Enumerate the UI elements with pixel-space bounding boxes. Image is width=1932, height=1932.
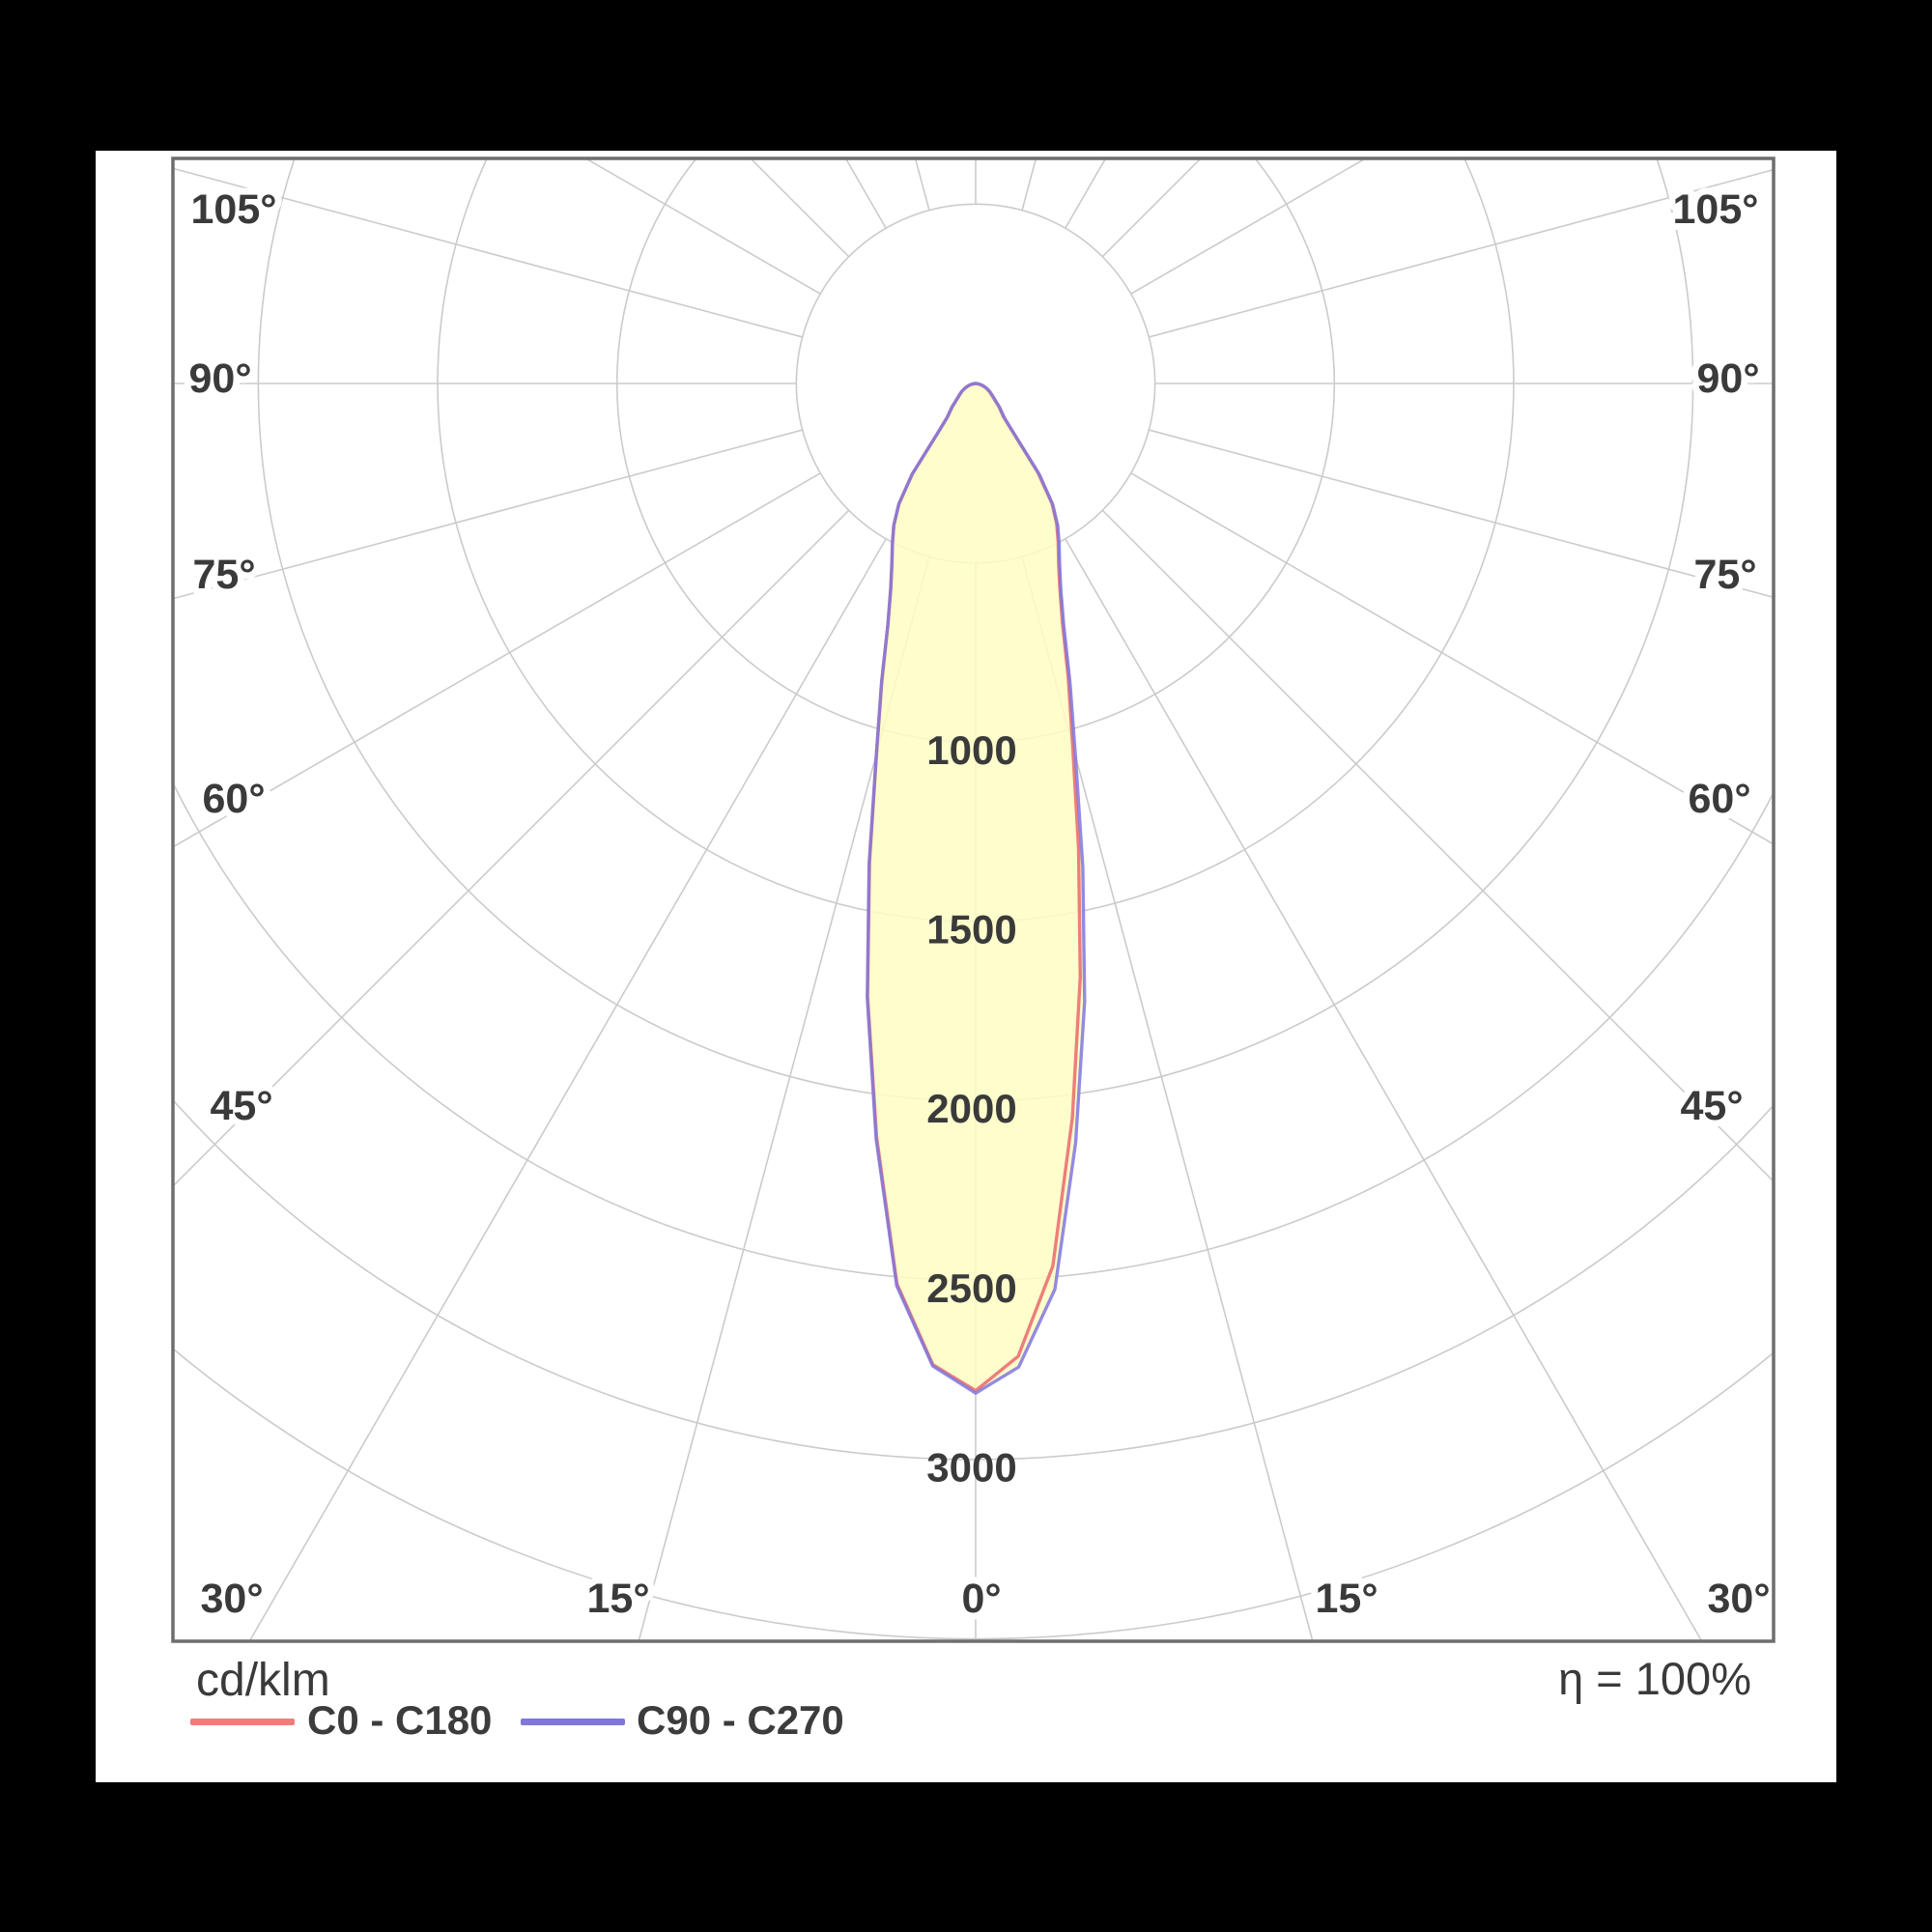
- angle-label-6: 15°: [586, 1576, 649, 1622]
- legend-line-c90-icon: [521, 1719, 625, 1725]
- ring-labels: 1000 1500 2000 2500 3000: [926, 727, 1016, 1491]
- legend-line-c0-icon: [190, 1719, 295, 1725]
- angle-label-1: 90°: [188, 355, 251, 402]
- angle-label-14: 105°: [1673, 186, 1759, 233]
- chart-frame: [171, 156, 1776, 1643]
- diagram-panel: 1000 1500 2000 2500 3000 105° 90° 75° 60° 45° 30° 1…: [96, 151, 1836, 1782]
- beam-fill: [867, 384, 1085, 1394]
- ring-label-2000: 2000: [926, 1086, 1016, 1131]
- plot-area: [173, 158, 1774, 1641]
- angle-labels: 105° 90° 75° 60° 45° 30° 15° 0° 15° 30° 45° 60° 75° 9…: [182, 180, 1776, 1629]
- ring-label-1000: 1000: [926, 727, 1016, 773]
- angle-label-2: 75°: [192, 552, 255, 598]
- efficiency-label: η = 100%: [1558, 1653, 1751, 1704]
- angle-label-11: 60°: [1688, 776, 1750, 822]
- angle-label-3: 60°: [202, 776, 265, 822]
- ring-label-1500: 1500: [926, 906, 1016, 952]
- legend-label-c90: C90 - C270: [637, 1697, 844, 1743]
- angle-label-12: 75°: [1693, 552, 1756, 598]
- angle-label-9: 30°: [1707, 1576, 1770, 1622]
- angle-label-4: 45°: [210, 1083, 272, 1129]
- legend-label-c0: C0 - C180: [307, 1697, 493, 1743]
- angle-label-5: 30°: [200, 1576, 263, 1622]
- ring-label-2500: 2500: [926, 1265, 1016, 1311]
- angle-label-13: 90°: [1696, 355, 1759, 402]
- ring-label-3000: 3000: [926, 1444, 1016, 1490]
- angle-label-10: 45°: [1680, 1083, 1743, 1129]
- angle-label-8: 15°: [1315, 1576, 1378, 1622]
- angle-label-0: 105°: [191, 186, 277, 233]
- units-label: cd/klm: [196, 1655, 330, 1706]
- angle-label-7: 0°: [961, 1576, 1001, 1622]
- curve-c90-c270: [866, 382, 1087, 1395]
